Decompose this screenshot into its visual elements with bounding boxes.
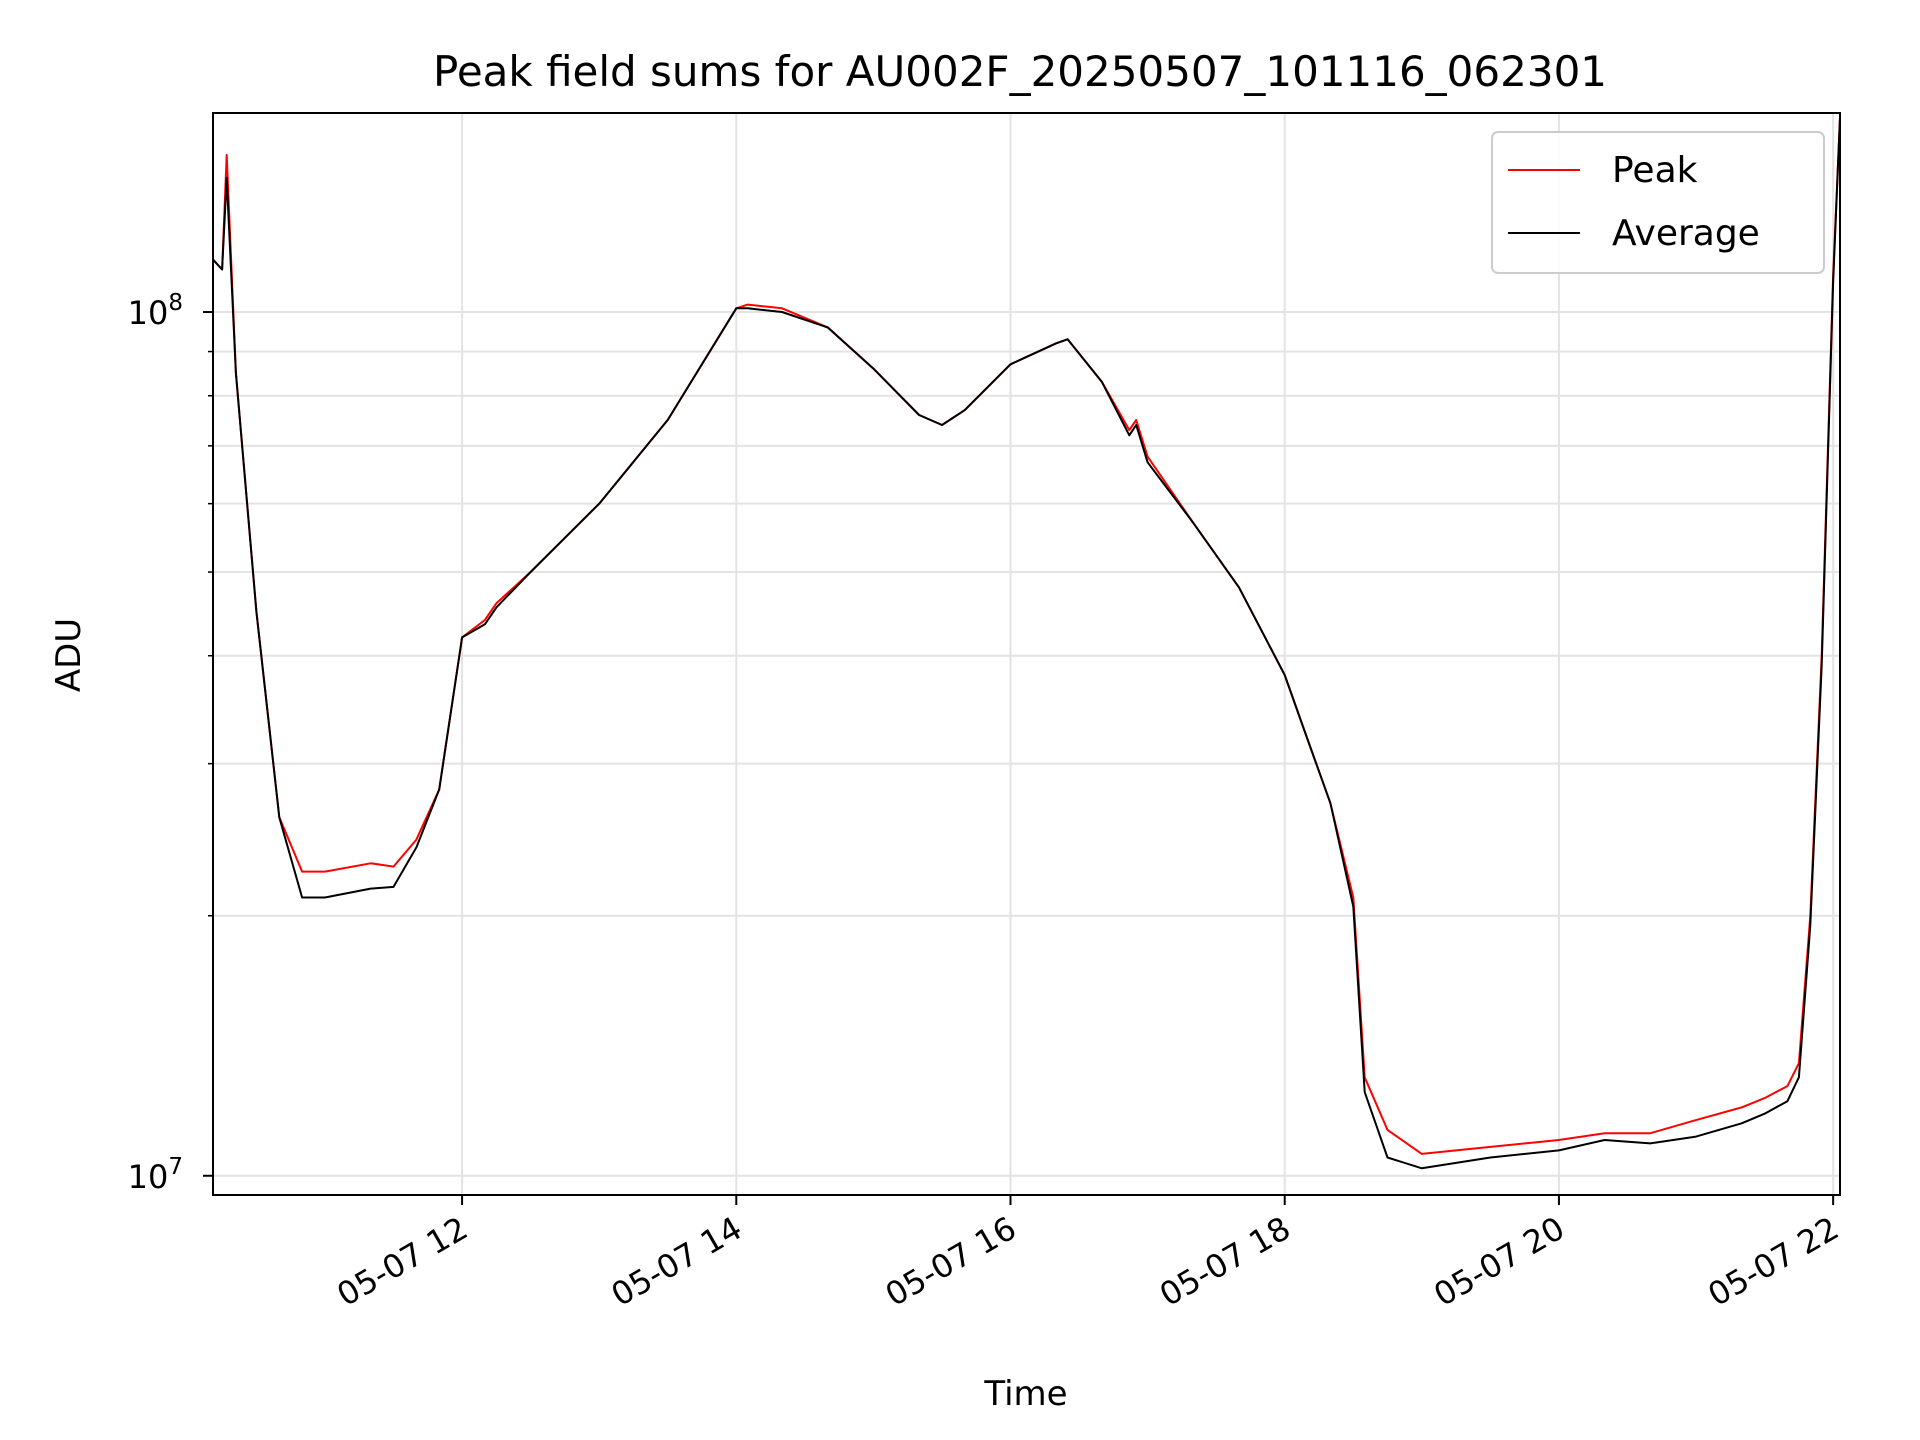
y-axis-label: ADU xyxy=(49,618,89,692)
plot-frame xyxy=(212,112,1841,1196)
legend-box xyxy=(1491,131,1825,274)
series-line-average xyxy=(213,117,1840,1170)
legend-label: Peak xyxy=(1612,150,1698,191)
y-tick-label: 107 xyxy=(128,1154,183,1196)
grid xyxy=(213,113,1840,1195)
x-axis-label: Time xyxy=(983,1374,1067,1414)
y-tick-label: 108 xyxy=(128,290,183,332)
series-group xyxy=(213,117,1840,1170)
y-tick-exponent: 7 xyxy=(168,1154,183,1180)
legend-label: Average xyxy=(1612,213,1760,254)
y-tick-exponent: 8 xyxy=(168,290,183,316)
y-tick-base: 10 xyxy=(128,1158,169,1196)
legend: Peak Average xyxy=(1491,131,1825,274)
y-tick-base: 10 xyxy=(128,294,169,332)
chart-title: Peak field sums for AU002F_20250507_1011… xyxy=(433,47,1607,96)
